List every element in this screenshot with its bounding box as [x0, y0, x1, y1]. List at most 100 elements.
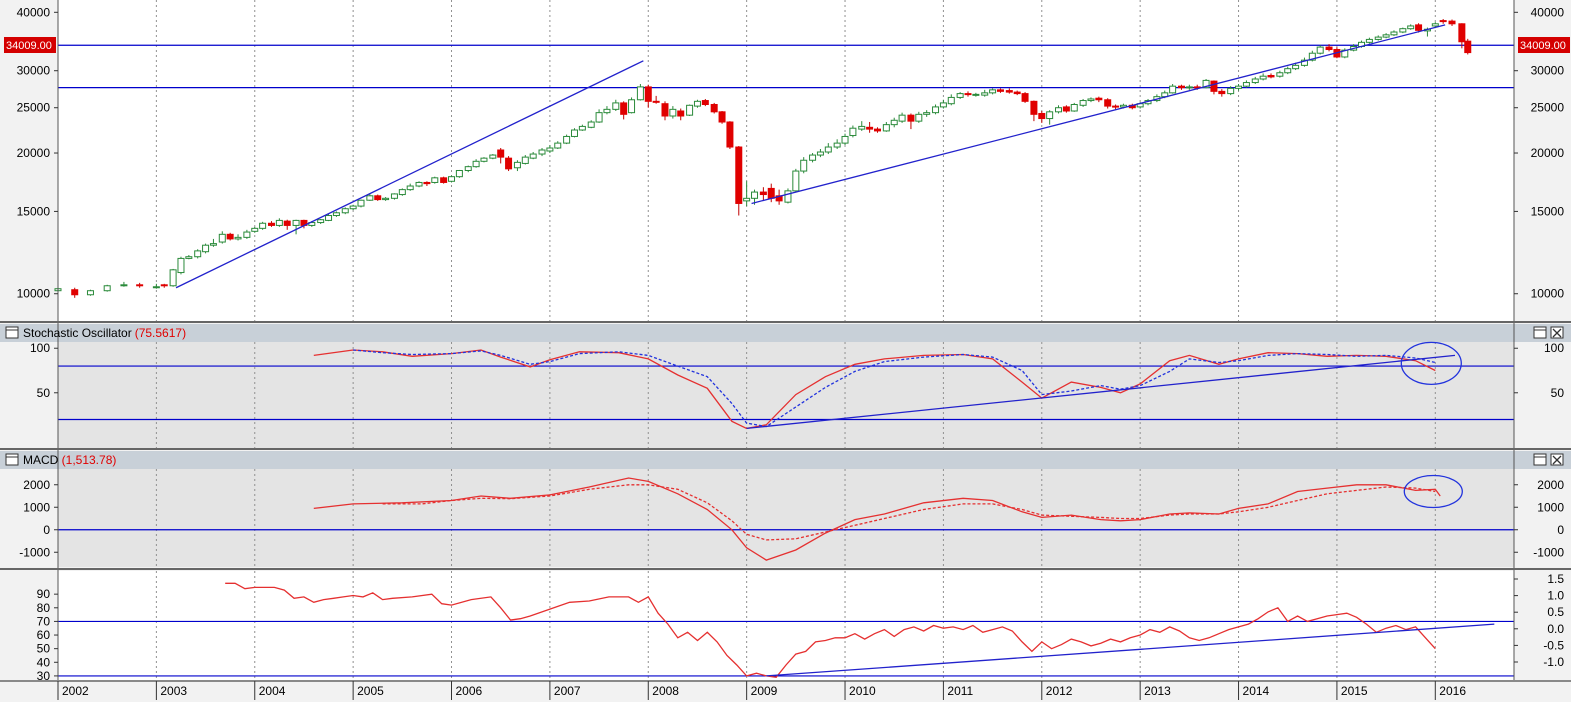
candle-up — [342, 209, 348, 213]
candle-down — [965, 94, 971, 95]
price-panel-area — [58, 0, 1514, 322]
candle-up — [1293, 65, 1299, 68]
bottom-right-tick-label: 0.0 — [1547, 622, 1564, 636]
candle-up — [318, 220, 324, 223]
candle-up — [801, 160, 807, 171]
candle-down — [1039, 113, 1045, 118]
x-tick-label: 2007 — [554, 684, 581, 698]
candle-up — [1056, 108, 1062, 112]
candle-up — [1186, 87, 1192, 88]
macd-tick-label: 0 — [43, 523, 50, 537]
maximize-icon[interactable] — [1534, 327, 1546, 338]
candle-up — [924, 113, 930, 115]
candle-up — [850, 128, 856, 135]
candle-down — [506, 158, 512, 169]
candle-down — [1022, 94, 1028, 102]
candle-down — [1465, 41, 1471, 52]
candle-up — [87, 291, 93, 295]
candle-up — [432, 178, 438, 183]
candle-up — [333, 213, 339, 216]
candle-up — [367, 196, 373, 200]
x-tick-label: 2006 — [456, 684, 483, 698]
candle-up — [465, 167, 471, 171]
stochastic-tick-label: 100 — [1544, 341, 1564, 355]
candle-down — [1268, 76, 1274, 77]
x-tick-label: 2010 — [849, 684, 876, 698]
candle-up — [1432, 24, 1438, 26]
candle-down — [867, 127, 873, 129]
x-tick-label: 2015 — [1341, 684, 1368, 698]
price-tick-label: 25000 — [1531, 101, 1565, 115]
candle-up — [990, 90, 996, 93]
candle-up — [940, 103, 946, 107]
candle-down — [645, 87, 651, 101]
candle-up — [1366, 39, 1372, 42]
bottom-right-tick-label: 0.5 — [1547, 605, 1564, 619]
price-tick-label: 10000 — [1531, 287, 1565, 301]
candle-up — [1260, 76, 1266, 79]
macd-tick-label: 1000 — [1537, 500, 1564, 514]
macd-tick-label: 0 — [1557, 523, 1564, 537]
panel-toggle-icon[interactable] — [6, 454, 18, 465]
bottom-right-tick-label: 1.0 — [1547, 589, 1564, 603]
price-tick-label: 40000 — [1531, 5, 1565, 19]
price-tick-label: 20000 — [1531, 146, 1565, 160]
stochastic-tick-label: 100 — [30, 341, 50, 355]
candle-down — [1063, 107, 1069, 111]
candle-up — [883, 125, 889, 131]
candle-up — [694, 101, 700, 106]
x-tick-label: 2011 — [947, 684, 973, 698]
candle-down — [662, 104, 668, 116]
candle-down — [1449, 21, 1455, 24]
candle-down — [719, 112, 725, 122]
candle-up — [973, 94, 979, 95]
candle-up — [1088, 99, 1094, 101]
candle-down — [1014, 92, 1020, 94]
candle-down — [1416, 25, 1422, 30]
candle-up — [793, 171, 799, 191]
candle-up — [1277, 73, 1283, 76]
candle-up — [825, 147, 831, 152]
candle-up — [810, 155, 816, 160]
candle-down — [227, 234, 233, 239]
candle-down — [1459, 24, 1465, 42]
candle-up — [842, 136, 848, 143]
candle-up — [859, 126, 865, 129]
candle-up — [210, 244, 216, 246]
candle-down — [1219, 91, 1225, 93]
candle-up — [752, 192, 758, 198]
bottom-left-tick-label: 80 — [37, 601, 51, 615]
macd-label: MACD — [23, 453, 59, 467]
x-tick-label: 2012 — [1046, 684, 1073, 698]
candle-up — [358, 200, 364, 206]
stochastic-panel-header — [0, 324, 1571, 342]
candle-up — [383, 198, 389, 199]
candle-up — [916, 114, 922, 121]
bottom-left-tick-label: 40 — [37, 655, 51, 669]
candle-down — [760, 192, 766, 194]
candle-up — [670, 109, 676, 116]
candle-down — [874, 129, 880, 131]
candle-down — [1031, 101, 1037, 114]
candle-up — [1080, 101, 1086, 106]
candle-down — [375, 196, 381, 200]
candle-up — [522, 157, 528, 163]
bottom-left-tick-label: 50 — [37, 642, 51, 656]
bottom-right-tick-label: -0.5 — [1543, 638, 1564, 652]
price-tag-right: 34009.00 — [1518, 37, 1570, 53]
maximize-icon[interactable] — [1534, 454, 1546, 465]
candle-down — [1211, 81, 1217, 91]
candle-up — [186, 257, 192, 259]
x-tick-label: 2009 — [751, 684, 778, 698]
candle-up — [326, 216, 332, 221]
price-tick-label: 15000 — [1531, 204, 1565, 218]
candle-up — [219, 234, 225, 242]
candle-up — [1375, 37, 1381, 39]
candle-down — [1105, 100, 1111, 106]
candle-up — [571, 130, 577, 136]
panel-toggle-icon[interactable] — [6, 327, 18, 338]
candle-down — [161, 285, 167, 286]
candle-down — [768, 188, 774, 198]
candle-down — [621, 103, 627, 114]
